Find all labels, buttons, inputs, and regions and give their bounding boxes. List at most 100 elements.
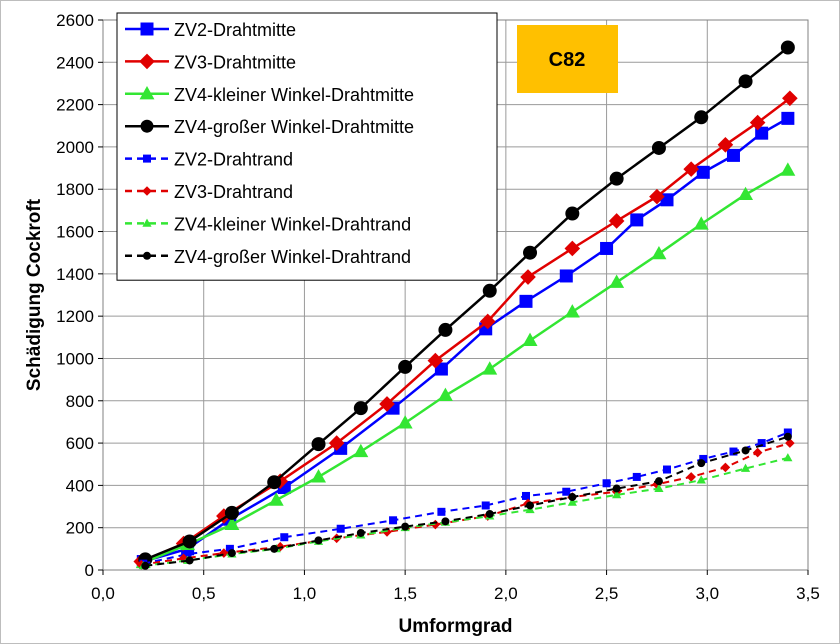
- data-point: [522, 491, 530, 500]
- data-point: [781, 111, 795, 125]
- data-point: [183, 550, 192, 559]
- data-point: [683, 161, 699, 177]
- data-point: [224, 505, 239, 520]
- series-line: [143, 431, 789, 565]
- data-point: [523, 245, 538, 260]
- legend-item: ZV2-Drahtmitte: [125, 20, 296, 40]
- badge-background: [517, 25, 618, 93]
- data-point: [567, 497, 577, 506]
- x-tick-label: 1,5: [393, 584, 417, 603]
- legend-label: ZV4-großer Winkel-Drahtrand: [174, 247, 411, 267]
- data-point: [182, 534, 197, 549]
- data-point: [568, 493, 577, 502]
- x-tick-label: 0,0: [91, 584, 115, 603]
- x-tick-label: 2,0: [494, 584, 518, 603]
- data-point: [401, 522, 410, 531]
- y-tick-label: 800: [66, 392, 94, 411]
- series-5: [139, 428, 792, 568]
- data-point: [270, 544, 279, 553]
- data-point: [519, 294, 533, 308]
- y-tick-label: 1400: [56, 265, 94, 284]
- data-point: [268, 492, 284, 506]
- data-point: [559, 269, 573, 283]
- legend-label: ZV4-kleiner Winkel-Drahtrand: [174, 214, 411, 234]
- data-point: [612, 484, 621, 493]
- y-tick-label: 2600: [56, 11, 94, 30]
- legend-marker: [142, 218, 152, 227]
- data-point: [740, 463, 751, 472]
- data-point: [522, 332, 538, 347]
- data-point: [693, 216, 709, 230]
- legend-marker: [143, 154, 151, 163]
- data-point: [526, 501, 535, 510]
- legend-label: ZV3-Drahtmitte: [174, 52, 296, 72]
- data-point: [720, 462, 731, 473]
- data-point: [311, 437, 326, 452]
- data-point: [437, 507, 446, 516]
- legend-label: ZV4-großer Winkel-Drahtmitte: [174, 117, 414, 137]
- legend-item: ZV4-kleiner Winkel-Drahtmitte: [125, 85, 414, 105]
- data-point: [564, 240, 581, 257]
- data-point: [562, 487, 571, 496]
- data-point: [227, 549, 236, 558]
- data-point: [755, 126, 769, 140]
- data-point: [479, 313, 496, 330]
- data-point: [564, 304, 580, 318]
- legend: ZV2-Drahtmitte ZV3-Drahtmitte ZV4-kleiner …: [116, 12, 498, 281]
- data-point: [353, 401, 368, 416]
- data-point: [738, 186, 754, 201]
- y-axis-label: Schädigung Cockroft: [24, 198, 45, 391]
- data-point: [481, 501, 490, 510]
- data-point: [565, 206, 580, 221]
- data-point: [612, 490, 622, 499]
- x-tick-label: 1,0: [293, 584, 317, 603]
- data-point: [696, 165, 710, 179]
- data-point: [783, 428, 792, 437]
- data-point: [437, 387, 453, 402]
- data-point: [379, 396, 395, 412]
- data-point: [356, 528, 365, 537]
- data-point: [717, 137, 734, 153]
- data-point: [780, 40, 795, 55]
- data-point: [280, 533, 289, 542]
- series-3: [135, 162, 796, 569]
- data-point: [741, 446, 750, 455]
- legend-item: ZV2-Drahtrand: [125, 150, 293, 170]
- legend-item: ZV3-Drahtmitte: [125, 52, 296, 72]
- y-tick-label: 1800: [56, 180, 94, 199]
- legend-marker: [139, 53, 155, 70]
- x-tick-label: 0,5: [192, 584, 216, 603]
- legend-box: [116, 12, 498, 281]
- data-point: [482, 283, 497, 298]
- data-point: [686, 472, 696, 482]
- data-point: [185, 556, 194, 565]
- y-tick-label: 1200: [56, 307, 94, 326]
- data-point: [438, 322, 453, 337]
- y-tick-label: 200: [66, 519, 94, 538]
- data-point: [520, 269, 536, 285]
- x-tick-label: 2,5: [595, 584, 619, 603]
- series-line: [142, 169, 789, 564]
- y-tick-label: 1000: [56, 349, 94, 368]
- data-point: [609, 171, 624, 186]
- data-point: [697, 459, 706, 468]
- x-axis-label: Umformgrad: [398, 616, 512, 637]
- data-point: [632, 472, 641, 481]
- data-point: [649, 188, 665, 205]
- y-tick-label: 0: [85, 561, 94, 580]
- data-point: [738, 74, 753, 89]
- data-point: [141, 561, 150, 570]
- data-point: [630, 213, 644, 227]
- chart-badge: C82: [517, 25, 618, 93]
- data-point: [178, 553, 189, 564]
- y-tick-label: 1600: [56, 223, 94, 242]
- x-tick-label: 3,0: [695, 584, 719, 603]
- legend-marker: [140, 119, 154, 133]
- data-point: [654, 483, 664, 492]
- data-point: [651, 245, 667, 260]
- legend-item: ZV4-großer Winkel-Drahtrand: [125, 247, 411, 267]
- data-point: [749, 114, 766, 131]
- data-point: [336, 524, 345, 533]
- data-point: [427, 352, 444, 369]
- legend-label: ZV3-Drahtrand: [174, 182, 293, 202]
